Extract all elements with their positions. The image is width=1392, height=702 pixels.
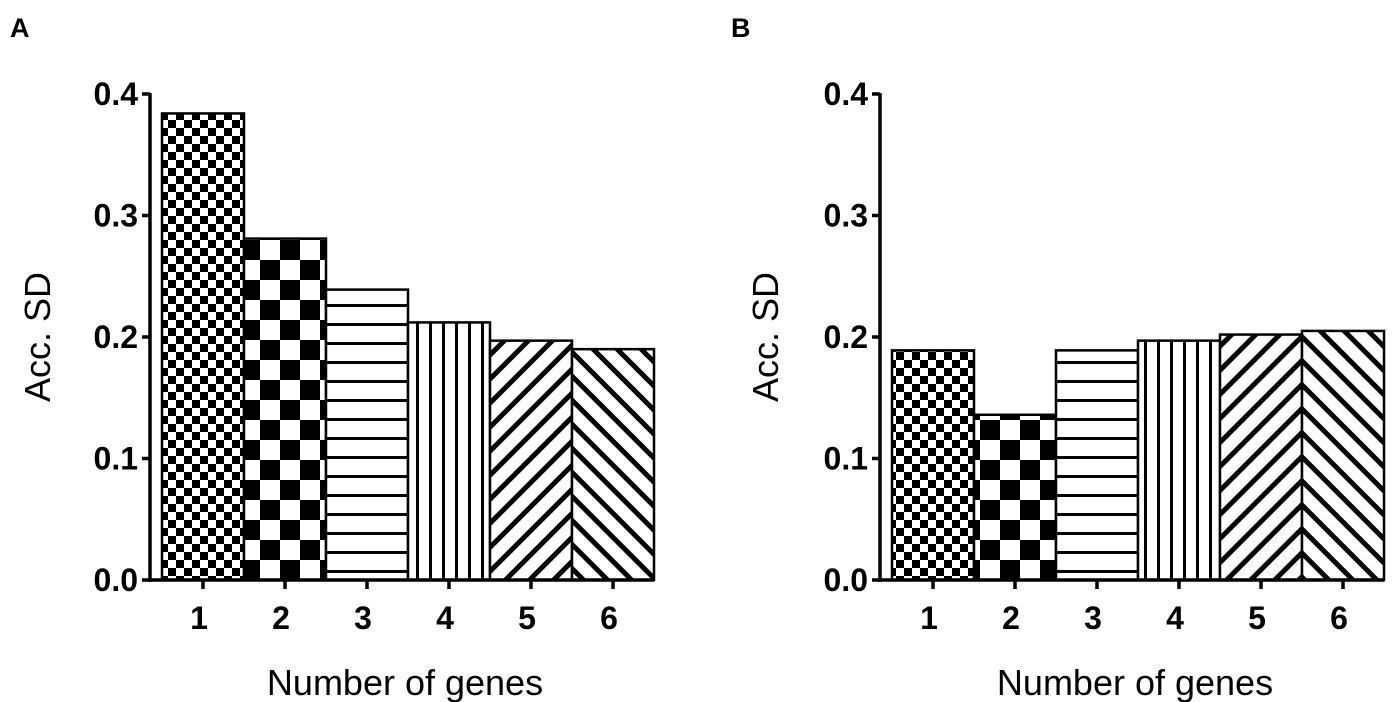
x-tick-label: 3: [1084, 600, 1102, 636]
x-axis-title: Number of genes: [267, 662, 543, 702]
x-tick-label: 4: [1166, 600, 1184, 636]
bar-5: [488, 339, 574, 582]
y-tick-label: 0.2: [824, 319, 868, 355]
panel-letter-a: A: [10, 13, 30, 43]
y-axis-title: Acc. SD: [745, 272, 786, 402]
bar-1: [890, 349, 976, 582]
x-tick-label: 4: [436, 600, 454, 636]
y-tick-label: 0.0: [824, 562, 868, 598]
y-axis-title: Acc. SD: [17, 272, 58, 402]
x-tick-label: 6: [600, 600, 618, 636]
panel-letter-b: B: [731, 13, 751, 43]
y-tick-label: 0.2: [94, 319, 138, 355]
bar-4: [1136, 339, 1222, 582]
panel-b: B 0.00.10.20.30.41 2 3 4 5 6 Number of genes …: [731, 13, 1386, 702]
y-tick-label: 0.1: [824, 441, 868, 477]
x-tick-label: 5: [518, 600, 536, 636]
x-tick-label: 3: [354, 600, 372, 636]
y-tick-label: 0.0: [94, 562, 138, 598]
bars: [890, 329, 1386, 582]
bar-2: [242, 237, 328, 582]
axes: 0.0 0.1 0.2 0.3 0.4 1 2 3 4 5 6: [94, 76, 654, 636]
bar-2: [972, 413, 1058, 582]
panel-a: A 0.00.10.20.30.41 2 3 4 5 6 Number of genes …: [10, 13, 656, 702]
bars: [160, 112, 656, 582]
x-axis-title: Number of genes: [997, 662, 1273, 702]
bar-1: [160, 112, 246, 582]
y-tick-label: 0.1: [94, 441, 138, 477]
bar-3: [324, 288, 410, 582]
bar-3: [1054, 349, 1140, 582]
axes: 0.0 0.1 0.2 0.3 0.4 1 2 3 4 5 6: [824, 76, 1384, 636]
x-tick-label: 5: [1248, 600, 1266, 636]
bar-6: [570, 347, 656, 582]
x-tick-label: 1: [190, 600, 208, 636]
bar-4: [406, 321, 492, 582]
bar-5: [1218, 333, 1304, 582]
y-tick-label: 0.4: [94, 76, 139, 112]
y-tick-label: 0.3: [94, 198, 138, 234]
x-tick-label: 2: [1002, 600, 1020, 636]
y-tick-label: 0.4: [824, 76, 869, 112]
x-tick-label: 6: [1330, 600, 1348, 636]
x-tick-label: 1: [920, 600, 938, 636]
y-tick-label: 0.3: [824, 198, 868, 234]
bar-6: [1300, 329, 1386, 582]
x-tick-label: 2: [272, 600, 290, 636]
